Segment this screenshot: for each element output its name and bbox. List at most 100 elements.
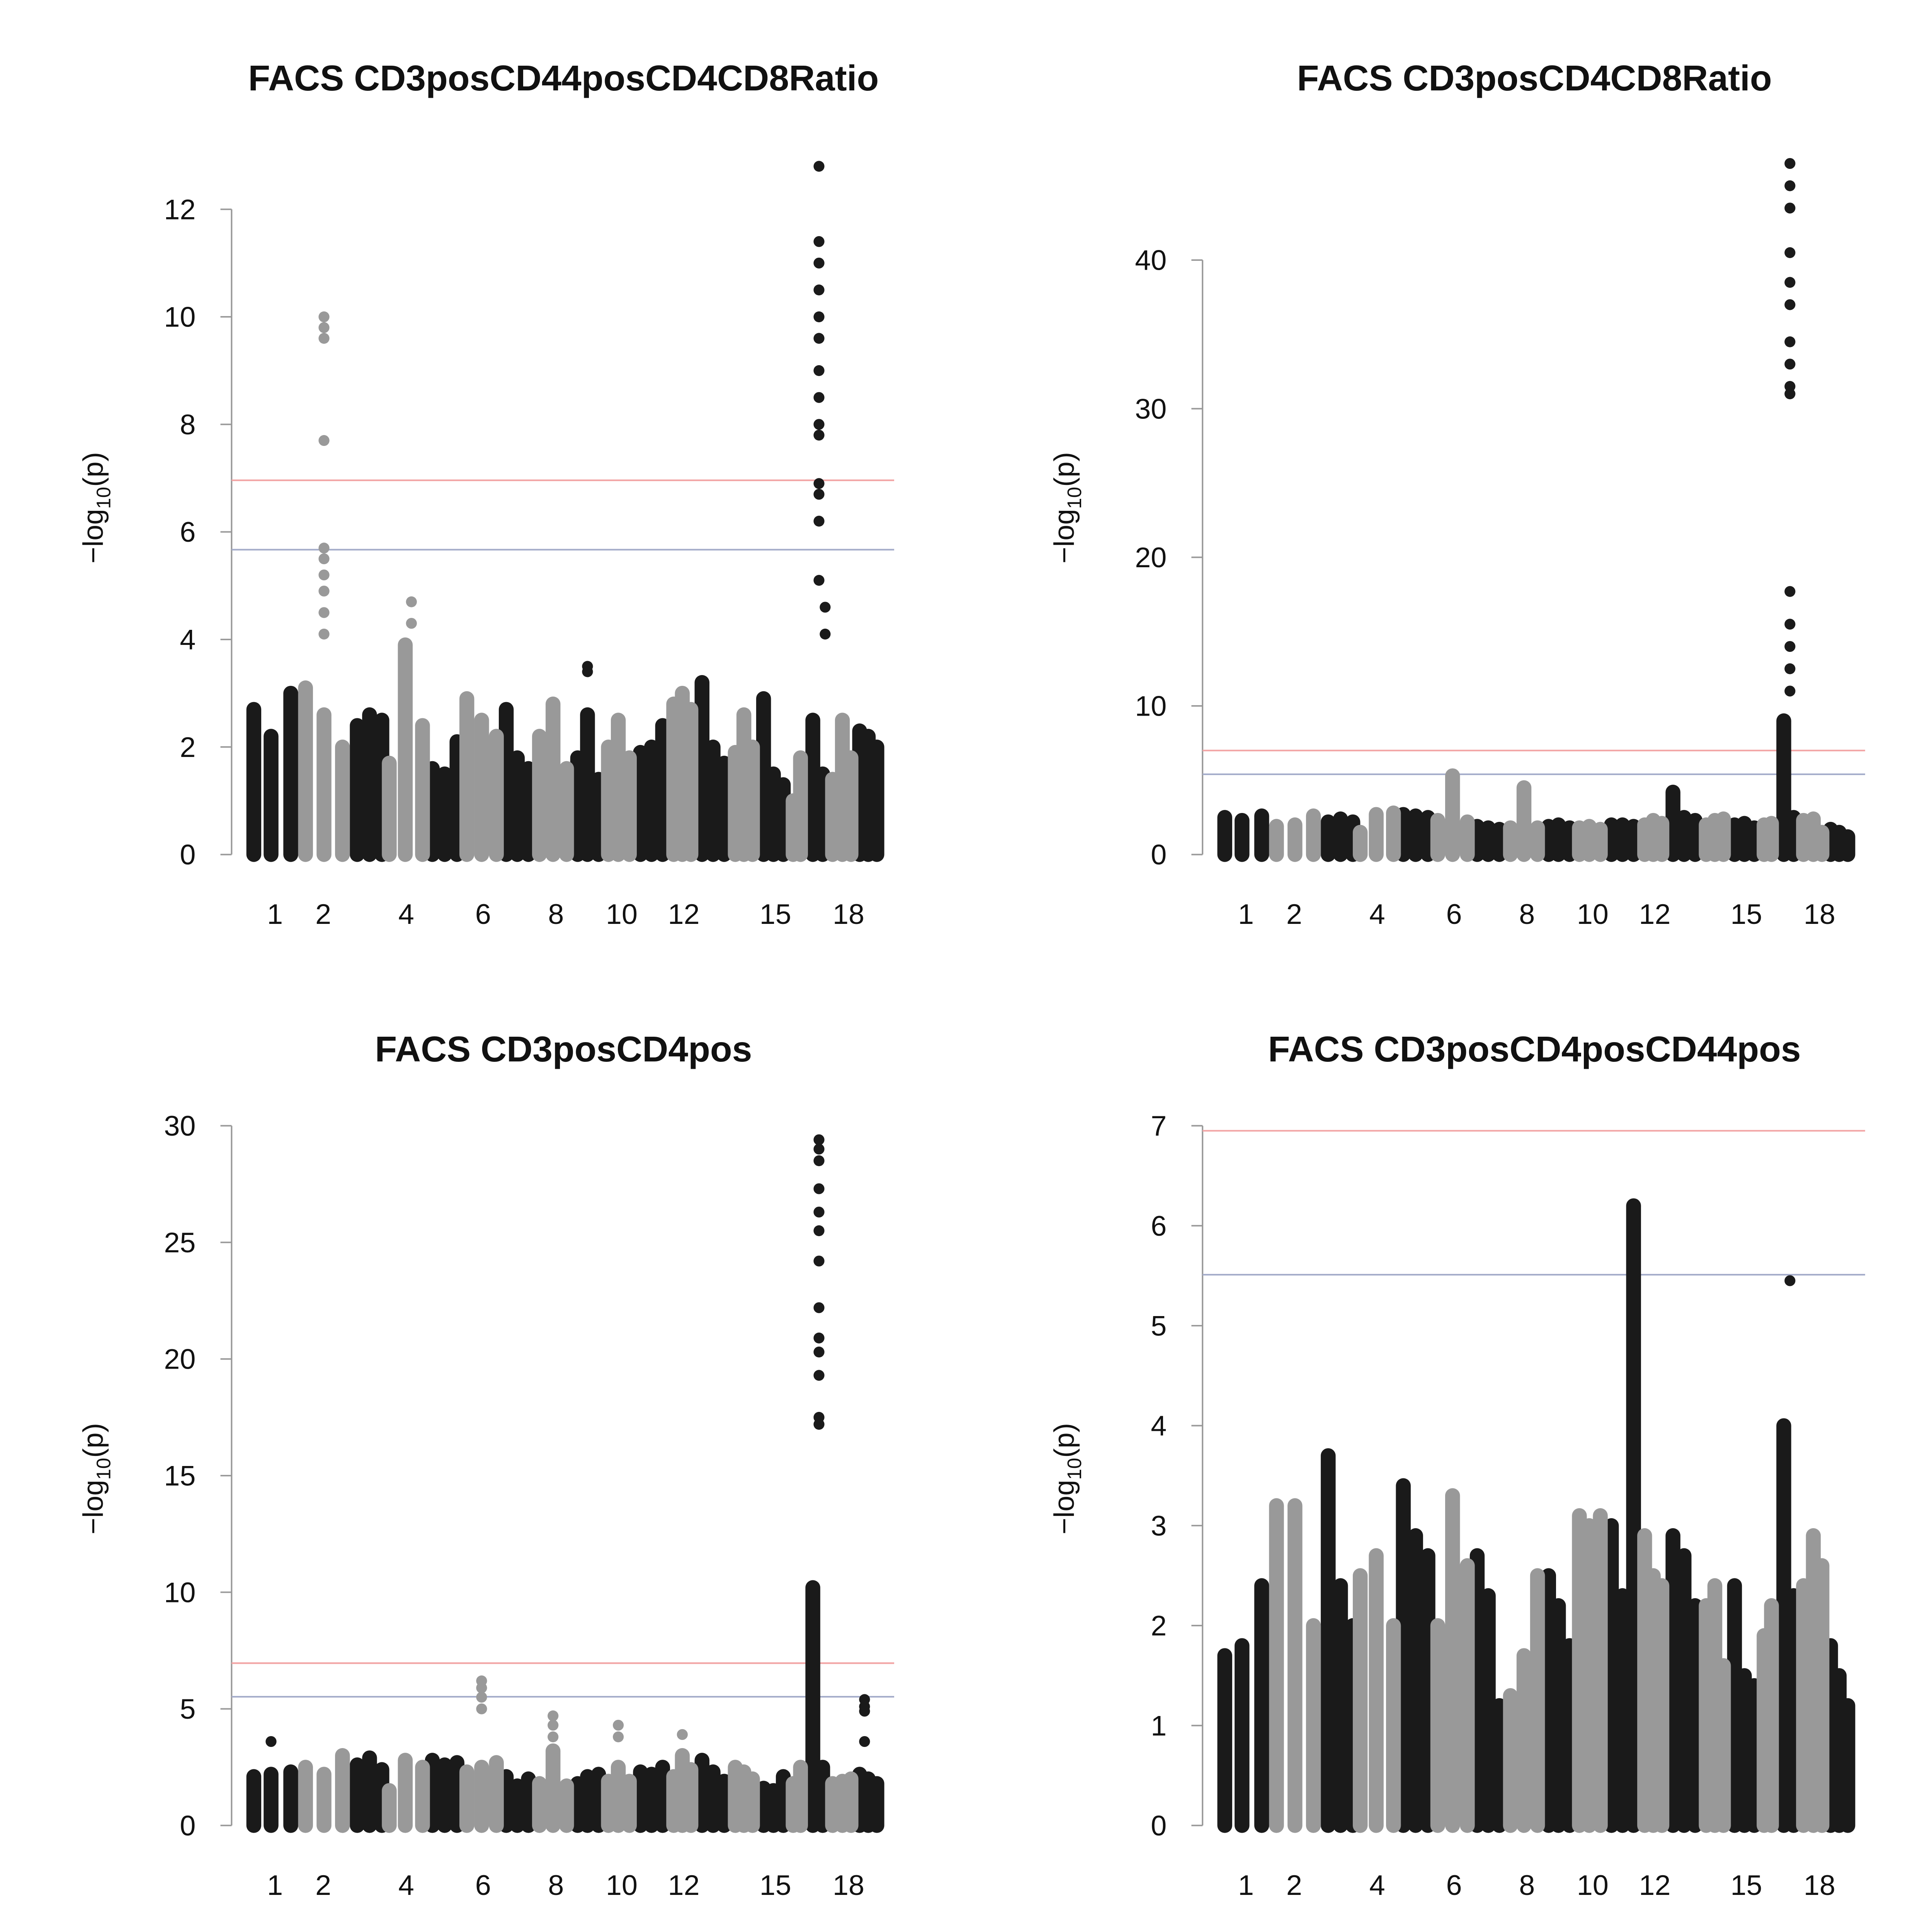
panel: FACS CD3posCD4CD8Ratio−log10(p)010203040… [1048,58,1865,930]
snp-point [406,596,417,607]
x-tick-label: 1 [267,898,283,930]
snp-point [813,1143,825,1155]
panel: FACS CD3posCD44posCD4CD8Ratio−log10(p)02… [77,58,895,930]
y-tick-label: 20 [164,1343,196,1375]
chart-title: FACS CD3posCD4posCD44pos [1268,1029,1801,1069]
x-tick-label: 8 [1519,1869,1535,1901]
x-tick-label: 1 [267,1869,283,1901]
snp-point [318,311,330,323]
y-axis-label-part: −log [77,1480,109,1534]
snp-point [813,392,825,403]
snp-point [1784,1275,1796,1286]
snp-point [813,478,825,489]
x-tick-label: 10 [606,898,638,930]
x-tick-label: 6 [475,1869,491,1901]
y-tick-label: 0 [180,838,196,871]
y-tick-label: 6 [180,516,196,548]
panel: FACS CD3posCD4posCD44pos−log10(p)0123456… [1048,1029,1865,1901]
snp-point [1784,158,1796,169]
x-tick-label: 15 [760,898,791,930]
snp-point [318,322,330,333]
x-tick-label: 12 [668,898,700,930]
snp-point [1784,336,1796,347]
snp-point [1784,180,1796,191]
snp-point [613,1719,624,1731]
chart-title: FACS CD3posCD4CD8Ratio [1297,58,1772,98]
snp-point [813,1225,825,1236]
x-tick-label: 4 [1369,1869,1385,1901]
x-tick-label: 12 [1639,1869,1670,1901]
x-tick-label: 8 [1519,898,1535,930]
x-tick-label: 15 [760,1869,791,1901]
y-tick-label: 5 [180,1693,196,1725]
chart-title: FACS CD3posCD44posCD4CD8Ratio [248,58,879,98]
snp-point [318,553,330,565]
x-tick-label: 6 [1446,898,1462,930]
x-tick-label: 8 [548,1869,564,1901]
y-axis-label-part: −log [1048,1480,1080,1534]
y-axis-label-part: −log [77,509,109,563]
y-axis-label-part: 10 [92,487,114,509]
x-tick-label: 2 [315,1869,331,1901]
x-tick-label: 18 [1804,1869,1835,1901]
snp-point [813,1419,825,1430]
snp-point [813,1206,825,1218]
y-tick-label: 3 [1151,1510,1167,1542]
snp-point [813,1370,825,1381]
y-axis-label-part: 10 [1063,487,1085,509]
snp-point [813,1332,825,1344]
y-tick-label: 0 [1151,1810,1167,1842]
snp-point [1784,359,1796,370]
x-tick-label: 10 [1577,1869,1609,1901]
snp-point [318,333,330,344]
x-tick-label: 10 [1577,898,1609,930]
y-axis-label: −log10(p) [1048,452,1085,564]
snp-point [820,602,831,613]
snp-point [813,489,825,500]
y-axis-label: −log10(p) [77,1423,114,1535]
x-tick-label: 12 [1639,898,1670,930]
snp-point [548,1710,559,1721]
y-axis-label-part: (p) [77,1423,109,1458]
x-tick-label: 4 [398,1869,414,1901]
snp-point [813,257,825,269]
snp-point [476,1682,487,1694]
snp-point [813,430,825,441]
y-axis-label: −log10(p) [1048,1423,1085,1535]
y-tick-label: 10 [1135,690,1167,722]
snp-point [813,419,825,430]
y-axis-label-part: 10 [92,1458,114,1480]
y-tick-label: 0 [1151,838,1167,871]
x-tick-label: 18 [833,1869,864,1901]
x-tick-label: 18 [833,898,864,930]
snp-point [318,628,330,640]
snp-point [265,1736,277,1747]
snp-point [813,515,825,527]
snp-point [318,569,330,581]
snp-point [813,1346,825,1358]
x-tick-label: 1 [1238,898,1254,930]
snp-point [1784,299,1796,310]
x-tick-label: 4 [398,898,414,930]
snp-point [859,1736,870,1747]
snp-point [1784,641,1796,652]
snp-point [318,607,330,618]
snp-point [476,1692,487,1703]
snp-point [859,1706,870,1717]
y-axis-label-part: 10 [1063,1458,1085,1480]
y-tick-label: 20 [1135,541,1167,573]
x-tick-label: 4 [1369,898,1385,930]
y-tick-label: 1 [1151,1709,1167,1742]
y-axis-label-part: (p) [1048,452,1080,487]
y-tick-label: 7 [1151,1110,1167,1142]
y-axis-label: −log10(p) [77,452,114,564]
y-tick-label: 12 [164,193,196,225]
snp-point [813,236,825,247]
chart-title: FACS CD3posCD4pos [375,1029,752,1069]
snp-point [813,575,825,586]
y-tick-label: 8 [180,408,196,440]
snp-point [1784,685,1796,697]
snp-point [582,661,593,672]
x-tick-label: 12 [668,1869,700,1901]
